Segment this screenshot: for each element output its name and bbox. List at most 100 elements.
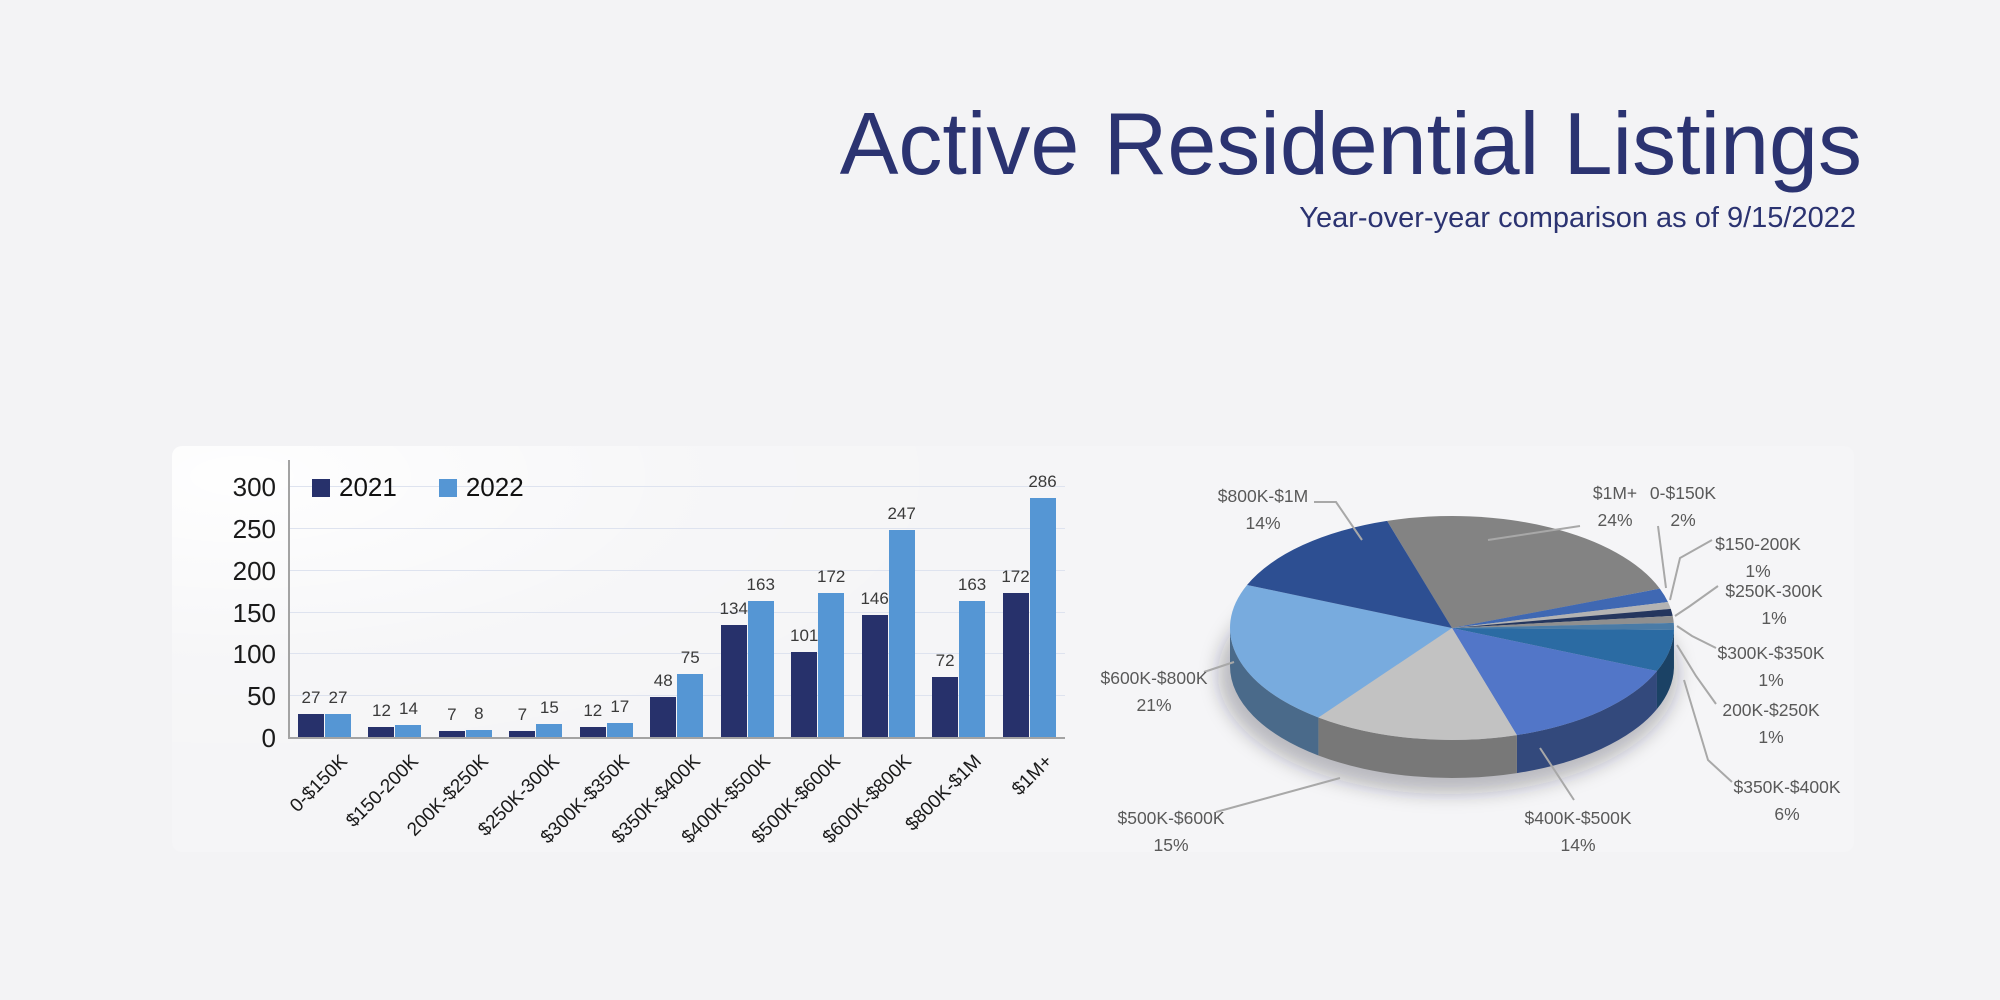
bar-value-label: 163 [746,574,775,594]
bar-2022-7 [818,593,845,737]
legend-label-2022: 2022 [465,472,524,502]
bar-value-label: 247 [887,504,916,524]
pie-label-6: $350K-$400K 6% [1733,774,1840,828]
pie-label-percent: 1% [1745,561,1771,581]
pie-label-name: $350K-$400K [1733,777,1841,797]
bar-value-label: 72 [935,650,955,670]
bar-2021-8 [861,614,888,737]
pie-leader-line-10 [1314,501,1363,541]
pie-label-percent: 15% [1153,835,1189,855]
y-axis-label: 150 [232,597,276,628]
pie-label-percent: 1% [1758,727,1784,747]
pie-slice-2 [1452,602,1671,628]
pie-slice-side-8 [1318,717,1517,778]
pie-label-0: $1M+ 24% [1593,480,1637,534]
x-axis-label: $350K-$400K [607,751,705,849]
pie-leader-line-9 [1203,661,1235,673]
pie-slice-5 [1452,622,1674,630]
pie-label-percent: 14% [1245,513,1281,533]
page-subtitle: Year-over-year comparison as of 9/15/202… [1299,202,1856,234]
pie-leader-line-8 [1215,777,1341,813]
bar-2022-0 [325,714,351,737]
pie-label-2: $150-200K 1% [1715,531,1801,585]
x-axis-label: $1M+ [1007,751,1057,800]
x-axis-label: $800K-$1M [901,751,987,836]
y-axis-label: 300 [232,472,276,502]
bar-2021-3 [509,731,536,737]
y-axis-label: 250 [232,513,276,544]
pie-leader-line-1 [1657,525,1667,589]
x-axis-label: 200K-$250K [403,751,493,841]
gridline-150 [290,611,1065,613]
pie-label-name: $600K-$800K [1100,668,1208,688]
pie-svg [1203,501,1733,813]
pie-slice-side-7 [1516,671,1657,774]
slide-header: Active Residential Listings Year-over-ye… [840,96,1862,236]
bar-2022-4 [606,722,633,737]
pie-leader-line-6 [1683,679,1733,783]
bar-chart: 0 50 100 150 200 250 300 27 27 0-$150K 12 14 $150-20… [175,440,1110,860]
pie-slice-1 [1452,588,1668,628]
y-axis-label: 50 [247,681,276,712]
bar-value-label: 8 [474,704,484,724]
bar-2021-2 [438,731,465,737]
y-axis-label: 0 [261,723,276,753]
legend: 2021 2022 [312,472,524,503]
pie-leader-line-0 [1487,525,1581,541]
bar-value-label: 7 [517,705,528,725]
pie-label-name: $150-200K [1715,534,1801,554]
bar-2022-5 [677,674,704,737]
pie-leader-line-7 [1539,747,1575,801]
pie-label-name: $1M+ [1592,483,1638,503]
bar-value-label: 286 [1028,471,1057,491]
y-axis-label: 100 [232,639,276,670]
pie-label-name: 0-$150K [1649,483,1717,503]
bar-2022-1 [395,725,422,737]
bar-2022-2 [465,730,492,737]
pie-slice-10 [1247,520,1452,628]
gridline-300 [290,486,1065,487]
bar-2021-4 [579,726,606,737]
bar-2022-6 [747,600,774,737]
pie-label-name: $300K-$350K [1717,643,1825,663]
bar-value-label: 75 [680,648,700,668]
pie-leader-line-5 [1676,625,1717,649]
bar-value-label: 101 [789,626,819,646]
legend-swatch-2021 [312,478,330,497]
pie-label-percent: 2% [1670,510,1696,530]
bar-value-label: 15 [539,698,559,718]
pie-label-percent: 21% [1136,695,1172,715]
pie-label-1: 0-$150K 2% [1650,480,1716,534]
bar-2021-1 [368,726,395,737]
pie-label-4: $250K-300K 1% [1725,578,1822,632]
legend-item-2021: 2021 [312,472,397,503]
pie-label-8: $500K-$600K 15% [1117,805,1224,859]
x-axis-label: $400K-$500K [677,751,775,849]
y-axis-label: 200 [232,555,276,586]
bar-2021-7 [791,652,818,737]
pie-leader-line-2 [1669,539,1713,601]
legend-swatch-2022 [438,478,457,497]
pie-slice-side-6 [1656,629,1674,710]
bar-2021-10 [1002,593,1029,737]
pie-label-name: $800K-$1M [1217,486,1309,506]
bar-value-label: 134 [719,598,748,618]
bar-2021-6 [720,624,747,737]
bar-value-label: 12 [583,700,603,720]
x-axis-label: 0-$150K [286,751,353,817]
bar-value-label: 12 [371,700,391,720]
x-axis-label: $300K-$350K [536,751,634,849]
pie-leader-line-3 [1676,644,1717,705]
pie-slice-4 [1452,615,1674,628]
x-axis-label: $250K-300K [473,751,564,841]
pie-slice-6 [1452,628,1674,672]
bar-value-label: 146 [860,588,889,608]
pie-label-name: $250K-300K [1725,581,1823,601]
pie-slice-8 [1318,628,1517,740]
bar-value-label: 27 [328,688,348,708]
bar-2021-0 [298,714,324,737]
bar-2022-3 [536,724,563,737]
bar-value-label: 163 [957,574,987,594]
x-axis-label: $500K-$600K [748,751,846,849]
